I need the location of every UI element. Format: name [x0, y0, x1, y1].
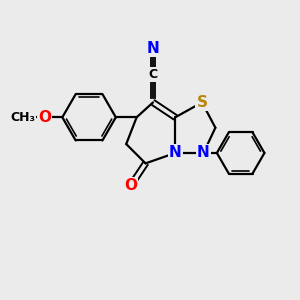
- Text: O: O: [38, 110, 51, 125]
- Text: N: N: [147, 41, 159, 56]
- Text: C: C: [148, 68, 158, 81]
- Text: N: N: [197, 146, 210, 160]
- Text: CH₃: CH₃: [10, 111, 35, 124]
- Text: N: N: [169, 146, 182, 160]
- Text: O: O: [124, 178, 137, 193]
- Text: S: S: [196, 95, 208, 110]
